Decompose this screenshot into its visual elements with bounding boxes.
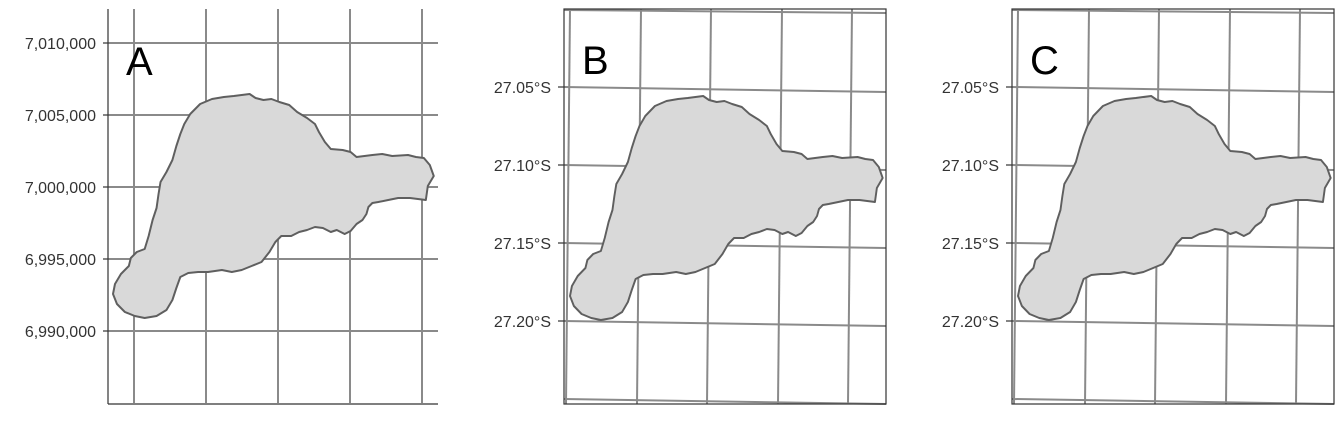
panel-b-y-tick-label: 27.10°S: [494, 158, 551, 175]
panel-c-island: [1017, 95, 1332, 321]
panel-b-frame: [563, 8, 887, 405]
panel-c-y-tick-label: 27.10°S: [942, 158, 999, 175]
panel-c: 27.05°S 27.10°S 27.15°S 27.20°S C: [942, 8, 1335, 405]
panel-c-tag: C: [1030, 39, 1059, 83]
panel-b: 27.05°S 27.10°S 27.15°S 27.20°S B: [494, 8, 887, 405]
panel-a-island: [112, 93, 435, 319]
panel-c-y-tick-label: 27.05°S: [942, 80, 999, 97]
panel-b-y-tick-label: 27.20°S: [494, 314, 551, 331]
panel-a-y-tick-label: 6,995,000: [25, 252, 96, 269]
panel-c-y-tick-label: 27.20°S: [942, 314, 999, 331]
panel-c-y-tick-label: 27.15°S: [942, 236, 999, 253]
panel-a-tag: A: [126, 40, 153, 84]
panel-a-y-tick-label: 7,000,000: [25, 180, 96, 197]
panel-b-tag: B: [582, 39, 609, 83]
panel-a: 7,010,000 7,005,000 7,000,000 6,995,000 …: [25, 9, 438, 405]
panel-a-y-tick-label: 7,005,000: [25, 108, 96, 125]
panel-b-y-tick-label: 27.05°S: [494, 80, 551, 97]
panel-b-island: [569, 95, 884, 321]
panel-a-y-tick-label: 7,010,000: [25, 36, 96, 53]
panel-a-y-tick-label: 6,990,000: [25, 324, 96, 341]
panel-b-y-tick-label: 27.15°S: [494, 236, 551, 253]
panel-c-frame: [1011, 8, 1335, 405]
